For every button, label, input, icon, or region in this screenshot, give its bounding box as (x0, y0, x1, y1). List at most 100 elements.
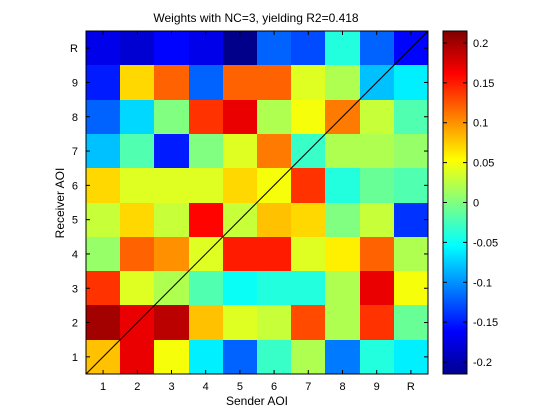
heatmap-cell (189, 340, 223, 374)
heatmap-cell (257, 340, 291, 374)
plot-frame (85, 30, 429, 375)
heatmap-cell (189, 65, 223, 100)
x-tick-label: 5 (237, 381, 243, 393)
heatmap-cell (154, 340, 189, 374)
heatmap-cell (360, 100, 394, 134)
heatmap-cell (223, 340, 257, 374)
heatmap-cell (257, 271, 291, 305)
heatmap-cell (360, 203, 394, 237)
chart-title: Weights with NC=3, yielding R2=0.418 (153, 11, 359, 25)
heatmap-cell (257, 100, 291, 134)
heatmap-cell (291, 65, 325, 100)
y-tick-label: 2 (72, 318, 78, 330)
heatmap-cells (86, 31, 428, 374)
colorbar-tick-label: 0.15 (473, 78, 494, 90)
heatmap-cell (223, 305, 257, 340)
heatmap-cell (120, 31, 154, 65)
y-tick-label: 8 (72, 112, 78, 124)
heatmap-cell (394, 134, 428, 168)
colorbar-tick-label: -0.05 (473, 237, 498, 249)
diagonal-line (85, 30, 429, 375)
x-tick-label: 4 (203, 381, 209, 393)
heatmap-cell (360, 305, 394, 340)
heatmap-cell (120, 203, 154, 237)
heatmap-cell (223, 65, 257, 100)
y-tick-label: 9 (72, 77, 78, 89)
heatmap-cell (360, 168, 394, 203)
heatmap-cell (223, 271, 257, 305)
heatmap-cell (291, 203, 325, 237)
heatmap-cell (154, 31, 189, 65)
heatmap-cell (120, 271, 154, 305)
heatmap-cell (360, 237, 394, 271)
heatmap-cell (86, 31, 120, 65)
heatmap-cell (325, 134, 360, 168)
colorbar-tick-label: 0.1 (473, 118, 488, 130)
x-tick-label: 6 (271, 381, 277, 393)
y-tick-label: 6 (72, 180, 78, 192)
y-tick-label: 1 (72, 352, 78, 364)
heatmap-cell (325, 65, 360, 100)
heatmap-cell (223, 168, 257, 203)
heatmap-cell (154, 65, 189, 100)
colorbar-tick-label: 0.05 (473, 158, 494, 170)
colorbar-tick-label: 0 (473, 198, 479, 210)
heatmap-cell (394, 340, 428, 374)
colorbar-tick-label: -0.2 (473, 357, 492, 369)
heatmap-cell (154, 168, 189, 203)
heatmap-cell (394, 305, 428, 340)
heatmap-cell (154, 134, 189, 168)
heatmap-cell (223, 237, 257, 271)
heatmap-cell (325, 305, 360, 340)
x-axis-label: Sender AOI (226, 394, 288, 408)
heatmap-cell (120, 65, 154, 100)
heatmap-cell (325, 237, 360, 271)
heatmap-cell (189, 31, 223, 65)
heatmap-cell (291, 168, 325, 203)
heatmap-cell (325, 340, 360, 374)
y-tick-label: 7 (72, 146, 78, 158)
heatmap-cell (291, 100, 325, 134)
heatmap-cell (291, 31, 325, 65)
colorbar-ticks: 0.2 0.15 0.1 0.05 0 -0.05 -0.1 -0.15 -0.2 (443, 38, 498, 369)
heatmap-cell (360, 271, 394, 305)
heatmap-cell (257, 31, 291, 65)
x-tick-label: 2 (134, 381, 140, 393)
y-tick-label: 5 (72, 215, 78, 227)
heatmap-cell (291, 271, 325, 305)
heatmap-cell (257, 237, 291, 271)
heatmap-cell (325, 203, 360, 237)
heatmap-cell (257, 134, 291, 168)
heatmap-cell (223, 31, 257, 65)
heatmap-cell (86, 100, 120, 134)
heatmap-cell (86, 65, 120, 100)
heatmap-cell (394, 168, 428, 203)
heatmap-cell (394, 271, 428, 305)
heatmap-cell (291, 305, 325, 340)
heatmap-cell (291, 340, 325, 374)
heatmap-cell (120, 134, 154, 168)
x-tick-label: 1 (100, 381, 106, 393)
y-tick-label: 3 (72, 283, 78, 295)
heatmap-cell (394, 100, 428, 134)
heatmap-cell (291, 237, 325, 271)
colorbar-tick-label: -0.1 (473, 277, 492, 289)
heatmap-cell (120, 100, 154, 134)
heatmap-cell (223, 100, 257, 134)
heatmap-cell (154, 203, 189, 237)
heatmap-cell (257, 203, 291, 237)
heatmap-cell (360, 340, 394, 374)
heatmap-cell (189, 134, 223, 168)
heatmap-cell (325, 31, 360, 65)
heatmap-cell (154, 100, 189, 134)
colorbar-tick-label: -0.15 (473, 317, 498, 329)
x-axis-ticks: 1 2 3 4 5 6 7 8 9 R (100, 31, 415, 393)
heatmap-cell (86, 168, 120, 203)
heatmap-cell (223, 134, 257, 168)
y-tick-label: 4 (72, 249, 78, 261)
heatmap-cell (86, 237, 120, 271)
heatmap-cell (86, 271, 120, 305)
x-tick-label: 9 (374, 381, 380, 393)
x-tick-label: 8 (339, 381, 345, 393)
